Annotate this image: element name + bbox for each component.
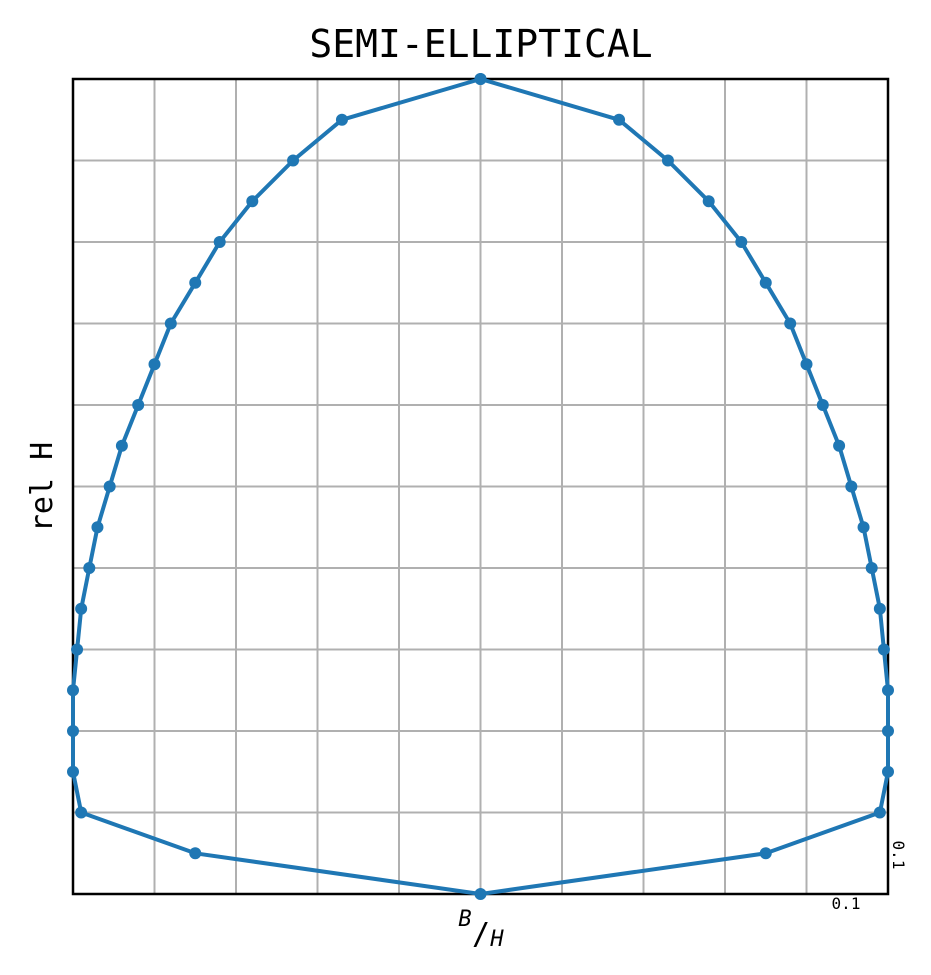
data-point: [873, 806, 886, 819]
x-scale-label: 0.1: [832, 894, 861, 913]
data-point: [735, 236, 748, 248]
y-scale-label: 0.1: [889, 841, 908, 870]
data-point: [115, 439, 128, 452]
chart-title: SEMI-ELLIPTICAL: [309, 22, 652, 66]
data-point: [882, 725, 894, 737]
data-point: [882, 765, 894, 778]
data-point: [83, 562, 96, 574]
data-point: [661, 154, 674, 167]
data-point: [213, 236, 226, 248]
data-point: [882, 684, 894, 697]
data-point: [845, 480, 858, 493]
data-point: [800, 358, 813, 371]
data-point: [75, 806, 88, 819]
data-point: [873, 602, 886, 615]
data-point: [67, 684, 79, 697]
data-point: [189, 276, 202, 289]
data-point: [67, 765, 79, 778]
data-point: [103, 480, 116, 493]
data-point: [865, 562, 878, 574]
y-axis-label: rel H: [25, 442, 60, 532]
data-point: [474, 888, 487, 900]
data-point: [164, 317, 177, 330]
x-axis-label-sub: H: [489, 927, 504, 952]
data-point: [148, 358, 161, 371]
data-point: [189, 847, 202, 860]
data-point: [613, 113, 626, 126]
x-axis-label-main: /: [472, 917, 490, 952]
data-point: [67, 725, 79, 737]
data-point: [91, 521, 104, 534]
data-point: [857, 521, 870, 534]
data-point: [71, 643, 84, 656]
grid-lines: [73, 79, 888, 894]
data-point: [759, 847, 772, 860]
data-point: [474, 73, 487, 85]
data-point: [702, 195, 715, 208]
data-point: [759, 276, 772, 289]
x-axis-label-sup: B: [458, 907, 471, 932]
data-point: [287, 154, 300, 167]
data-point: [132, 399, 145, 411]
data-point: [877, 643, 890, 656]
data-point: [784, 317, 797, 330]
data-point: [335, 113, 348, 126]
data-point: [246, 195, 259, 208]
data-point: [75, 602, 88, 615]
x-axis-label: B / H: [458, 907, 504, 952]
data-point: [816, 399, 829, 411]
series-layer: [67, 73, 894, 900]
data-point: [833, 439, 846, 452]
